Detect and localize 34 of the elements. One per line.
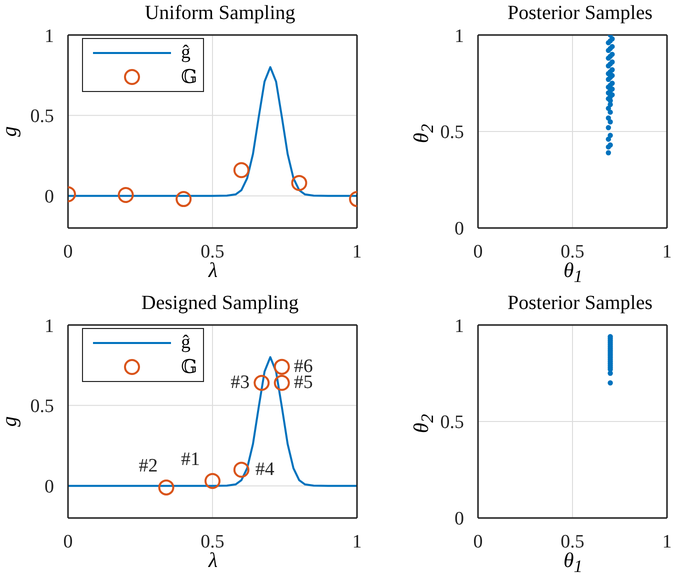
y-tick-label: 0.5 (30, 396, 54, 418)
x-tick-label: 1 (662, 241, 672, 262)
y-axis-title: g (0, 416, 22, 427)
x-tick-label: 0 (473, 241, 483, 262)
chart-title: Posterior Samples (506, 292, 654, 315)
y-tick-label: 0 (454, 218, 464, 240)
y-tick-label: 0 (44, 476, 54, 498)
x-tick-label: 0 (63, 531, 73, 552)
y-axis-title: g (0, 126, 22, 137)
y-tick-label: 1 (454, 316, 464, 337)
annotation: #4 (255, 458, 275, 480)
x-tick-label: 1 (352, 531, 362, 552)
chart-title: Uniform Sampling (144, 2, 296, 25)
annotation: #1 (181, 449, 200, 470)
y-tick-label: 0.5 (440, 122, 464, 144)
legend-label: ĝ (181, 332, 190, 354)
x-tick-label: 0 (63, 241, 73, 262)
x-tick-label: 0 (473, 531, 483, 552)
chart-title: Posterior Samples (506, 2, 654, 25)
y-tick-label: 0.5 (30, 106, 54, 128)
annotation: #2 (138, 455, 158, 476)
x-tick-label: 1 (352, 241, 362, 262)
y-tick-label: 1 (454, 26, 464, 47)
chart-title: Designed Sampling (140, 292, 300, 315)
y-tick-label: 1 (44, 26, 54, 47)
y-tick-label: 0 (44, 186, 54, 208)
annotation: #3 (230, 372, 250, 393)
y-tick-label: 0 (454, 508, 464, 530)
y-tick-label: 0.5 (440, 412, 464, 434)
legend-label: 𝔾 (181, 356, 198, 378)
legend-label: 𝔾 (181, 66, 198, 88)
y-tick-label: 1 (44, 316, 54, 337)
legend-label: ĝ (181, 42, 190, 64)
x-tick-label: 1 (662, 531, 672, 552)
